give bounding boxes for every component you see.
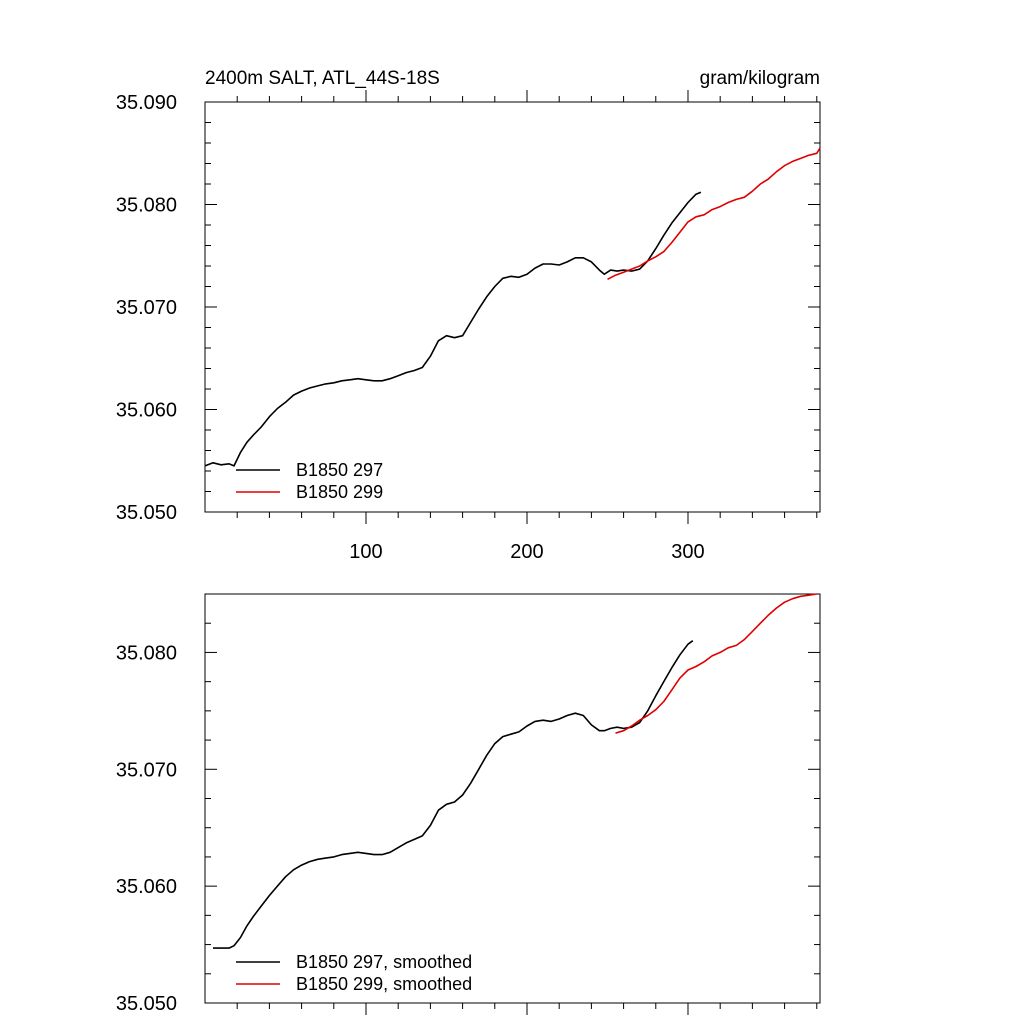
- x-tick-label: 300: [671, 541, 704, 563]
- top-panel: 2400m SALT, ATL_44S-18S gram/kilogram 35…: [116, 68, 821, 563]
- y-tick-label: 35.080: [116, 195, 177, 217]
- legend-label: B1850 299: [296, 482, 383, 502]
- bottom-panel: 35.050 35.060 35.070 35.080 B1850 297, smoot…: [116, 593, 821, 1015]
- y-tick-label: 35.090: [116, 92, 177, 114]
- y-tick-label: 35.070: [116, 297, 177, 319]
- legend-label: B1850 297: [296, 460, 383, 480]
- y-tick-label: 35.060: [116, 876, 177, 898]
- plot-frame: [204, 593, 821, 1004]
- y-tick-label: 35.070: [116, 759, 177, 781]
- x-tick-label: 100: [349, 541, 382, 563]
- chart-title: 2400m SALT, ATL_44S-18S: [205, 68, 440, 89]
- y-tick-label: 35.050: [116, 502, 177, 524]
- plot-frame: [204, 101, 821, 513]
- y-tick-label: 35.050: [116, 993, 177, 1015]
- series-line-2: [607, 147, 821, 281]
- y-tick-label: 35.080: [116, 642, 177, 664]
- y-tick-label: 35.060: [116, 400, 177, 422]
- units-label: gram/kilogram: [700, 68, 820, 89]
- series-line-1: [213, 640, 694, 949]
- legend-label: B1850 297, smoothed: [296, 952, 472, 972]
- series-line-1: [204, 191, 702, 467]
- legend-label: B1850 299, smoothed: [296, 974, 472, 994]
- x-tick-label: 200: [510, 541, 543, 563]
- series-line-2: [615, 593, 817, 734]
